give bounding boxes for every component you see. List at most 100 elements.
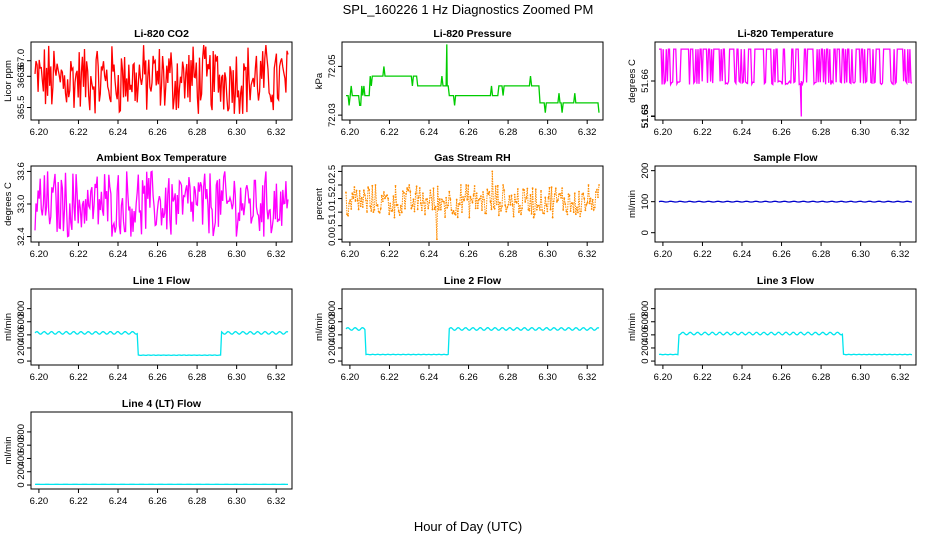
- gas-stream-rh-point: [376, 204, 379, 206]
- gas-stream-rh-point: [497, 214, 500, 217]
- gas-stream-rh-point: [414, 192, 417, 195]
- gas-stream-rh-point: [521, 207, 523, 210]
- panel-li-820-pressure: Li-820 Pressure 6.20 6.22 6.24 6.26 6.28 6.30 6…: [314, 28, 604, 138]
- gas-stream-rh-point: [520, 213, 522, 216]
- li-820-co2-xtick-label: 6.26: [148, 127, 167, 138]
- gas-stream-rh-point: [347, 214, 349, 217]
- gas-stream-rh-point: [492, 206, 495, 208]
- line-4-lt-flow-xtick-label: 6.28: [188, 496, 207, 507]
- line-1-flow-xtick-label: 6.32: [267, 372, 286, 383]
- gas-stream-rh-point: [359, 205, 362, 208]
- gas-stream-rh-point: [487, 193, 490, 196]
- line-1-flow-ytick-label: 600: [16, 314, 27, 330]
- line-1-flow-ytick-label: 200: [16, 340, 27, 356]
- ambient-box-temperature-xtick-label: 6.24: [109, 249, 128, 260]
- gas-stream-rh-point: [433, 208, 436, 211]
- li-820-co2-ytick-label: 367.0: [16, 49, 27, 73]
- gas-stream-rh-point: [524, 201, 527, 203]
- gas-stream-rh-point: [552, 200, 555, 203]
- ambient-box-temperature-ylabel: degrees C: [3, 182, 14, 226]
- line-1-flow-xtick-label: 6.26: [148, 372, 167, 383]
- line-2-flow-xtick-label: 6.30: [538, 372, 557, 383]
- gas-stream-rh-point: [420, 209, 423, 212]
- gas-stream-rh-point: [507, 203, 510, 206]
- gas-stream-rh-point: [427, 207, 430, 210]
- line-1-flow-ytick-label: 800: [16, 301, 27, 317]
- gas-stream-rh-point: [583, 197, 586, 200]
- gas-stream-rh-point: [451, 212, 454, 215]
- sample-flow-xtick-label: 6.26: [772, 249, 791, 260]
- gas-stream-rh-point: [469, 195, 472, 198]
- gas-stream-rh-point: [406, 187, 409, 189]
- gas-stream-rh-point: [460, 184, 462, 186]
- gas-stream-rh-point: [519, 204, 521, 207]
- gas-stream-rh-point: [571, 202, 574, 205]
- gas-stream-rh-point: [546, 210, 549, 213]
- gas-stream-rh-point: [582, 192, 585, 195]
- gas-stream-rh-point: [378, 211, 381, 214]
- line-3-flow-ytick-label: 600: [640, 314, 651, 330]
- li-820-temperature-xtick-label: 6.28: [812, 127, 831, 138]
- li-820-temperature-xtick-label: 6.22: [693, 127, 712, 138]
- gas-stream-rh-point: [533, 213, 536, 216]
- gas-stream-rh-point: [491, 170, 494, 173]
- sample-flow-xtick-label: 6.30: [851, 249, 870, 260]
- gas-stream-rh-point: [391, 210, 394, 212]
- line-1-flow-ytick-label: 0: [16, 358, 27, 363]
- gas-stream-rh-point: [555, 201, 558, 203]
- gas-stream-rh-point: [563, 197, 566, 200]
- gas-stream-rh-point: [381, 200, 384, 203]
- gas-stream-rh-point: [514, 200, 517, 203]
- li-820-pressure-xtick-label: 6.28: [499, 127, 518, 138]
- line-1-flow-title: Line 1 Flow: [133, 275, 191, 287]
- gas-stream-rh-point: [548, 186, 551, 189]
- gas-stream-rh-xtick-label: 6.32: [578, 249, 597, 260]
- gas-stream-rh-point: [436, 185, 439, 188]
- li-820-pressure-xtick-label: 6.32: [578, 127, 597, 138]
- line-3-flow-xtick-label: 6.24: [733, 372, 752, 383]
- gas-stream-rh-point: [450, 209, 453, 211]
- gas-stream-rh-point: [534, 188, 537, 191]
- gas-stream-rh-point: [549, 208, 552, 211]
- gas-stream-rh-point: [544, 196, 547, 199]
- gas-stream-rh-point: [482, 191, 484, 193]
- ambient-box-temperature-xtick-label: 6.22: [69, 249, 88, 260]
- gas-stream-rh-point: [485, 212, 488, 215]
- gas-stream-rh-point: [584, 209, 587, 212]
- line-1-flow-xtick-label: 6.20: [30, 372, 49, 383]
- li-820-pressure-series-line: [346, 44, 600, 113]
- li-820-co2-plot-box: [30, 41, 293, 121]
- li-820-co2-xtick-label: 6.30: [227, 127, 246, 138]
- line-2-flow-xtick-label: 6.28: [499, 372, 518, 383]
- gas-stream-rh-point: [554, 187, 557, 190]
- gas-stream-rh-point: [423, 201, 425, 204]
- line-4-lt-flow-title: Line 4 (LT) Flow: [122, 398, 202, 410]
- panel-li-820-temperature: Li-820 Temperature 6.20 6.22 6.24 6.26 6.28 6.…: [627, 28, 917, 138]
- gas-stream-rh-point: [346, 213, 348, 216]
- li-820-pressure-plot-box: [341, 41, 604, 121]
- gas-stream-rh-point: [541, 209, 543, 211]
- gas-stream-rh-point: [379, 207, 382, 210]
- gas-stream-rh-point: [518, 211, 520, 214]
- li-820-co2-xtick-label: 6.22: [69, 127, 88, 138]
- gas-stream-rh-point: [370, 210, 373, 212]
- gas-stream-rh-point: [422, 192, 424, 195]
- line-2-flow-xtick-label: 6.20: [341, 372, 360, 383]
- gas-stream-rh-point: [447, 204, 450, 207]
- line-3-flow-ylabel: ml/min: [627, 313, 638, 341]
- gas-stream-rh-point: [557, 199, 559, 202]
- line-1-flow-plot-box: [30, 288, 293, 366]
- gas-stream-rh-point: [374, 184, 377, 186]
- gas-stream-rh-point: [445, 196, 448, 199]
- line-3-flow-ytick-label: 800: [640, 301, 651, 317]
- line-3-flow-xtick-label: 6.22: [693, 372, 712, 383]
- line-4-lt-flow-ytick-label: 800: [16, 424, 27, 440]
- line-4-lt-flow-ytick-label: 200: [16, 464, 27, 480]
- li-820-pressure-title: Li-820 Pressure: [433, 28, 511, 40]
- line-1-flow-ytick-label: 400: [16, 327, 27, 343]
- gas-stream-rh-point: [531, 187, 534, 189]
- gas-stream-rh-point: [481, 209, 483, 211]
- gas-stream-rh-point: [356, 199, 359, 202]
- gas-stream-rh-point: [579, 215, 581, 218]
- gas-stream-rh-point: [399, 204, 402, 207]
